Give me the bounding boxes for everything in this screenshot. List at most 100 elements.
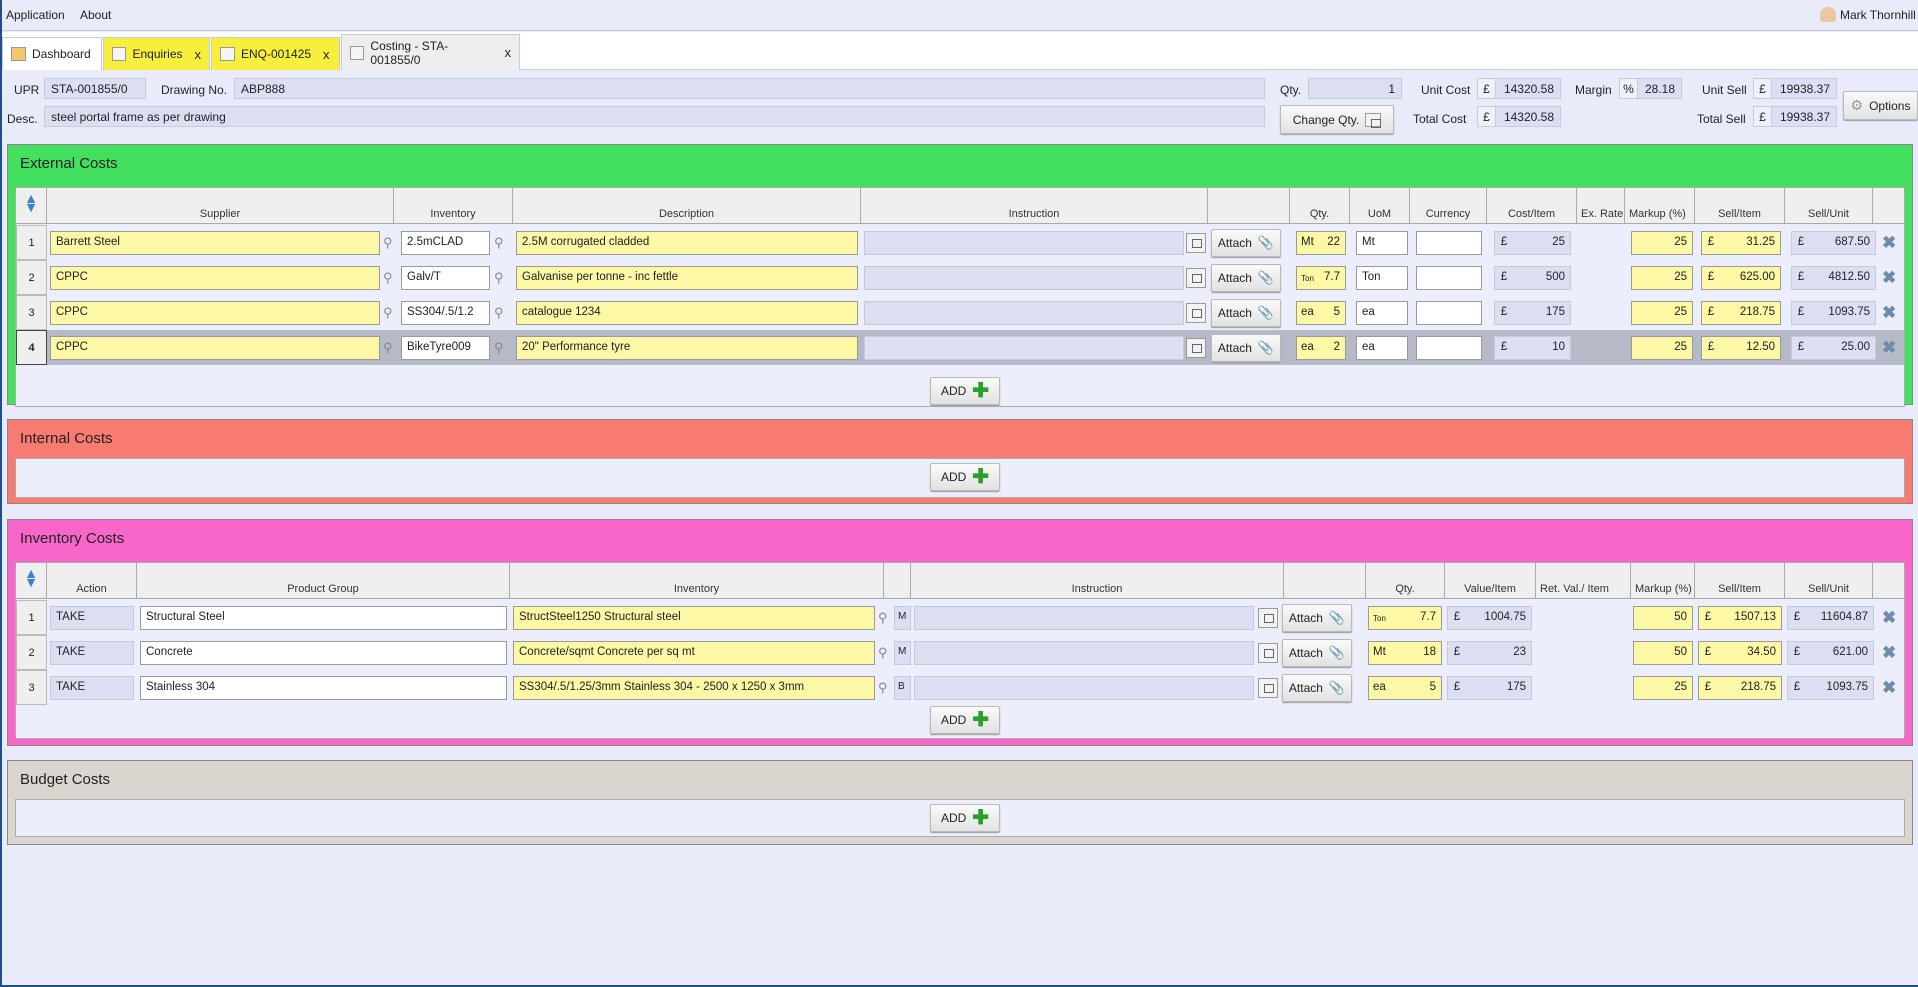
instruction-editor-icon[interactable] [1186, 268, 1206, 288]
tab-enquiries[interactable]: Enquiries x [103, 37, 210, 70]
row-number[interactable]: 3 [16, 295, 47, 330]
currency-combo[interactable] [1416, 301, 1482, 325]
attach-button[interactable]: Attach 📎 [1211, 264, 1281, 292]
column-header[interactable]: Instruction [911, 563, 1284, 599]
attach-button[interactable]: Attach 📎 [1211, 334, 1281, 362]
change-qty-button[interactable]: Change Qty. [1280, 105, 1394, 134]
column-header[interactable]: Sell/Unit [1785, 563, 1873, 599]
attach-button[interactable]: Attach 📎 [1211, 229, 1281, 257]
description-field[interactable]: 20" Performance tyre [516, 336, 858, 360]
instruction-editor-icon[interactable] [1186, 338, 1206, 358]
currency-combo[interactable] [1416, 231, 1482, 255]
table-row[interactable]: 1 Barrett Steel ⚲ 2.5mCLAD ⚲ 2.5M corrugated … [16, 225, 1904, 260]
internal-costs-add-button[interactable]: ADD ✚ [930, 463, 1000, 491]
column-header[interactable]: Inventory [510, 563, 884, 599]
instruction-field[interactable] [864, 266, 1184, 290]
column-header[interactable]: Sell/Unit [1785, 188, 1873, 224]
sort-icon[interactable]: ▲ ▼ [16, 563, 47, 599]
column-header[interactable] [1208, 188, 1290, 224]
qty-field[interactable]: ea 5 [1368, 676, 1442, 700]
column-header[interactable]: Supplier [47, 188, 394, 224]
row-number[interactable]: 2 [16, 635, 47, 670]
column-header[interactable] [884, 563, 911, 599]
description-field[interactable]: Galvanise per tonne - inc fettle [516, 266, 858, 290]
column-header[interactable]: Value/Item [1445, 563, 1536, 599]
search-icon[interactable]: ⚲ [494, 340, 504, 355]
delete-row-icon[interactable]: ✖ [1882, 233, 1897, 252]
delete-row-icon[interactable]: ✖ [1882, 268, 1897, 287]
qty-field[interactable]: Ton 7.7 [1368, 606, 1442, 630]
column-header[interactable]: Currency [1410, 188, 1487, 224]
supplier-combo[interactable]: CPPC [50, 301, 380, 325]
supplier-combo[interactable]: Barrett Steel [50, 231, 380, 255]
search-icon[interactable]: ⚲ [383, 305, 393, 320]
inventory-combo[interactable]: BikeTyre009 [401, 336, 490, 360]
column-header[interactable]: Qty. [1290, 188, 1350, 224]
markup-field[interactable]: 25 [1631, 231, 1693, 255]
qty-field[interactable]: Mt 22 [1296, 231, 1346, 255]
search-icon[interactable]: ⚲ [383, 340, 393, 355]
column-header[interactable] [1284, 563, 1366, 599]
tab-dashboard[interactable]: Dashboard [2, 37, 102, 70]
instruction-editor-icon[interactable] [1186, 303, 1206, 323]
supplier-combo[interactable]: CPPC [50, 266, 380, 290]
search-icon[interactable]: ⚲ [878, 680, 888, 695]
close-tab-icon[interactable]: x [323, 46, 330, 62]
delete-row-icon[interactable]: ✖ [1882, 303, 1897, 322]
instruction-editor-icon[interactable] [1258, 678, 1278, 698]
column-header[interactable]: Markup (%) [1625, 188, 1695, 224]
supplier-combo[interactable]: CPPC [50, 336, 380, 360]
menu-about[interactable]: About [80, 8, 112, 22]
row-number[interactable]: 4 [16, 330, 47, 365]
description-field[interactable]: 2.5M corrugated cladded [516, 231, 858, 255]
search-icon[interactable]: ⚲ [878, 610, 888, 625]
column-header[interactable]: Ret. Val./ Item [1536, 563, 1631, 599]
inventory-combo[interactable]: Galv/T [401, 266, 490, 290]
column-header[interactable]: Sell/Item [1695, 563, 1785, 599]
instruction-editor-icon[interactable] [1258, 643, 1278, 663]
qty-field[interactable]: ea 2 [1296, 336, 1346, 360]
attach-button[interactable]: Attach 📎 [1282, 674, 1352, 702]
external-costs-add-button[interactable]: ADD ✚ [930, 377, 1000, 405]
delete-row-icon[interactable]: ✖ [1882, 643, 1897, 662]
row-number[interactable]: 3 [16, 670, 47, 705]
currency-combo[interactable] [1416, 336, 1482, 360]
column-header[interactable]: Sell/Item [1695, 188, 1785, 224]
currency-combo[interactable] [1416, 266, 1482, 290]
menu-application[interactable]: Application [6, 8, 65, 22]
attach-button[interactable]: Attach 📎 [1282, 604, 1352, 632]
desc-field[interactable]: steel portal frame as per drawing [44, 106, 1265, 127]
markup-field[interactable]: 50 [1633, 641, 1693, 665]
instruction-editor-icon[interactable] [1258, 608, 1278, 628]
column-header[interactable]: Markup (%) [1631, 563, 1695, 599]
row-number[interactable]: 1 [16, 225, 47, 260]
inventory-costs-add-button[interactable]: ADD ✚ [930, 706, 1000, 734]
table-row[interactable]: 2 CPPC ⚲ Galv/T ⚲ Galvanise per tonne - inc f… [16, 260, 1904, 295]
product-group-combo[interactable]: Concrete [140, 641, 507, 665]
qty-field[interactable]: Mt 18 [1368, 641, 1442, 665]
column-header[interactable]: Cost/Item [1487, 188, 1577, 224]
tab-costing-sta-001855-0[interactable]: Costing - STA-001855/0 x [341, 34, 520, 70]
markup-field[interactable]: 25 [1631, 301, 1693, 325]
search-icon[interactable]: ⚲ [383, 235, 393, 250]
inventory-combo[interactable]: StructSteel1250 Structural steel [513, 606, 875, 630]
sort-icon[interactable]: ▲ ▼ [16, 188, 47, 224]
column-header[interactable]: Description [513, 188, 861, 224]
qty-field[interactable]: Ton 7.7 [1296, 266, 1346, 290]
uom-combo[interactable]: ea [1356, 301, 1408, 325]
table-row[interactable]: 1 TAKE Structural Steel StructSteel1250 Str… [16, 600, 1904, 635]
instruction-field[interactable] [914, 606, 1254, 630]
options-button[interactable]: ⚙ Options [1843, 91, 1918, 120]
product-group-combo[interactable]: Structural Steel [140, 606, 507, 630]
budget-costs-add-button[interactable]: ADD ✚ [930, 804, 1000, 832]
tab-enq-001425[interactable]: ENQ-001425 x [211, 37, 340, 70]
close-tab-icon[interactable]: x [504, 45, 512, 60]
uom-combo[interactable]: ea [1356, 336, 1408, 360]
inventory-combo[interactable]: 2.5mCLAD [401, 231, 490, 255]
column-header[interactable]: Ex. Rate [1577, 188, 1625, 224]
column-header[interactable]: Product Group [137, 563, 510, 599]
inventory-combo[interactable]: Concrete/sqmt Concrete per sq mt [513, 641, 875, 665]
column-header[interactable]: Instruction [861, 188, 1208, 224]
product-group-combo[interactable]: Stainless 304 [140, 676, 507, 700]
close-tab-icon[interactable]: x [194, 46, 202, 62]
